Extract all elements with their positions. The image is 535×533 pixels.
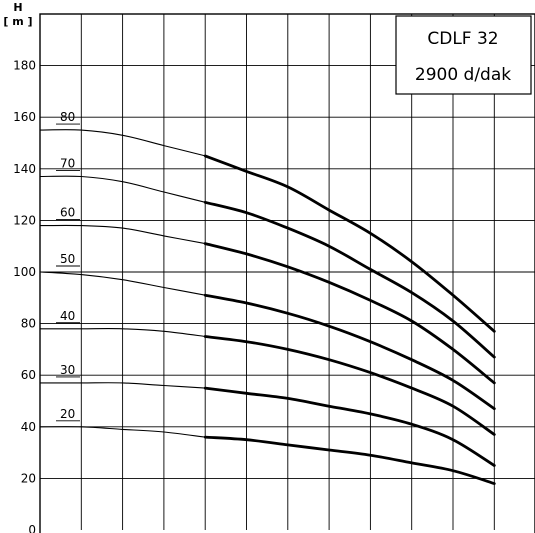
curve-40-thick	[203, 335, 496, 436]
curve-80-thick	[203, 154, 496, 333]
y-tick-label-140: 140	[13, 162, 36, 176]
y-tick-label-20: 20	[21, 471, 36, 485]
performance-curves	[39, 129, 496, 485]
pump-speed-label: 2900 d/dak	[415, 65, 511, 85]
curve-60-thin	[39, 224, 206, 245]
curve-label-60: 60	[60, 206, 75, 220]
curve-20-thick	[203, 435, 496, 485]
curve-label-20: 20	[60, 407, 75, 421]
curve-80-thin	[39, 129, 206, 157]
y-tick-label-80: 80	[21, 317, 36, 331]
chart-grid	[40, 14, 535, 530]
curve-20-thin	[39, 426, 206, 438]
y-axis-label-h: H	[13, 1, 22, 14]
curve-30-thick	[203, 386, 496, 467]
curve-60-thick	[203, 242, 496, 385]
pump-model-label: CDLF 32	[427, 29, 498, 49]
y-tick-label-40: 40	[21, 420, 36, 434]
curve-50-thin	[39, 271, 206, 296]
curve-40-thin	[39, 328, 206, 338]
y-tick-label-120: 120	[13, 213, 36, 227]
info-box: CDLF 32 2900 d/dak	[395, 15, 532, 95]
curve-50-thick	[203, 293, 496, 411]
curve-30-thin	[40, 382, 206, 389]
curve-label-40: 40	[60, 309, 75, 323]
chart-frame	[39, 13, 535, 533]
curve-70-thick	[203, 200, 496, 359]
y-tick-label-0: 0	[28, 523, 36, 533]
y-tick-label-160: 160	[13, 110, 36, 124]
curve-label-80: 80	[60, 110, 75, 124]
curve-label-30: 30	[60, 363, 75, 377]
curve-label-70: 70	[60, 157, 75, 171]
y-tick-label-180: 180	[13, 59, 36, 73]
curve-label-50: 50	[60, 252, 75, 266]
curve-labels: 20 30 40 50 60 70 80	[56, 110, 80, 422]
y-axis-label-unit: [ m ]	[3, 15, 32, 28]
info-box-frame	[395, 15, 532, 95]
curve-70-thin	[39, 175, 206, 203]
y-tick-label-100: 100	[13, 265, 36, 279]
y-axis-ticks: 0 20 40 60 80 100 120 140 160 180	[13, 59, 36, 533]
y-tick-label-60: 60	[21, 368, 36, 382]
